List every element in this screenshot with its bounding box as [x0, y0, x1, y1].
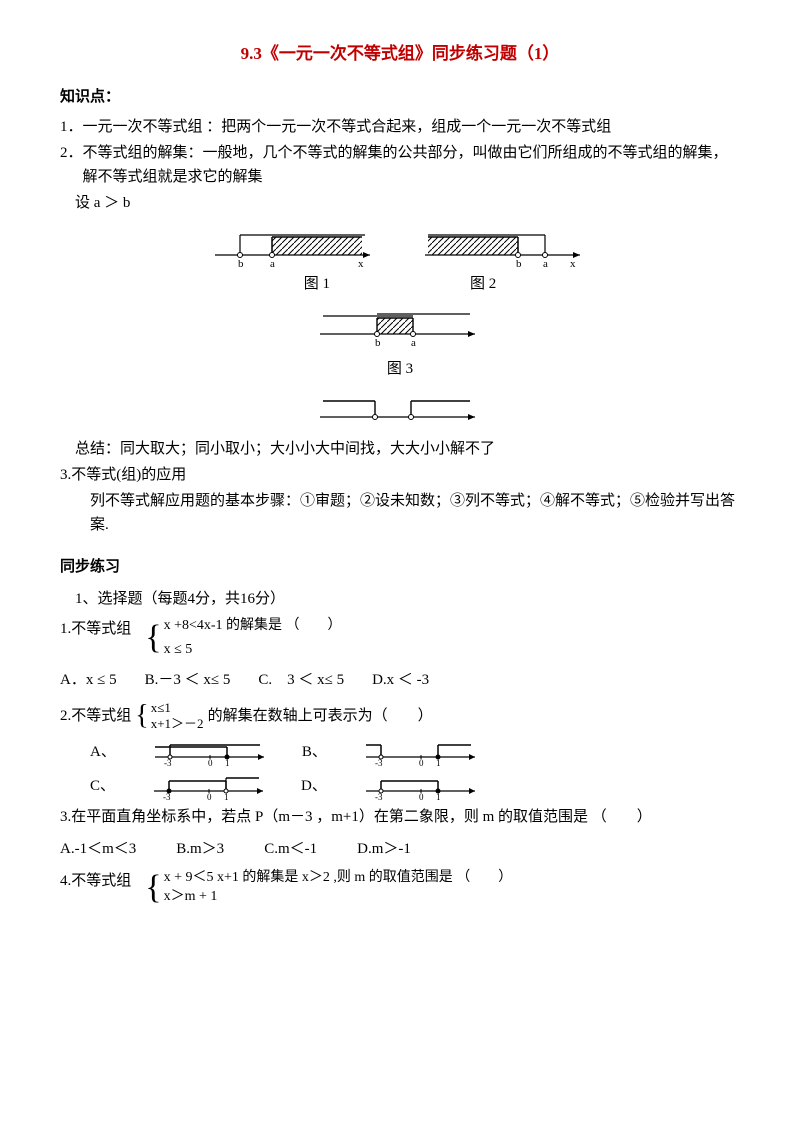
q2-optB-svg: -3 0 1	[363, 737, 483, 767]
q1-line1: x +8<4x-1 的解集是 （ ）	[164, 617, 342, 635]
q2: 2.不等式组 { x≤1 x+1＞－2 的解集在数轴上可表示为（ ）	[60, 700, 740, 734]
q2-brace: { x≤1 x+1＞－2	[135, 700, 203, 734]
svg-text:0: 0	[208, 758, 213, 767]
fig3-label: 图 3	[60, 357, 740, 381]
svg-text:a: a	[543, 258, 548, 270]
q3-optC: C.m＜-1	[264, 837, 317, 861]
q2-tail: 的解集在数轴上可表示为（ ）	[208, 704, 433, 728]
q3-optB: B.m＞3	[176, 837, 224, 861]
q1-brace: { x +8<4x-1 的解集是 （ ） x ≤ 5	[145, 617, 341, 659]
q1-optC: C. 3 ＜ x≤ 5	[258, 668, 344, 692]
knowledge-heading: 知识点：	[60, 85, 740, 109]
svg-text:b: b	[238, 258, 244, 270]
svg-text:1: 1	[225, 758, 230, 767]
svg-text:b: b	[375, 337, 381, 349]
svg-text:a: a	[270, 258, 275, 270]
brace-icon: {	[145, 623, 161, 653]
q2-row2: C、 -3 0 1 D、 -3 0 1	[90, 771, 740, 801]
q3-stem: 3.在平面直角坐标系中，若点 P（m－3 ，m+1）在第二象限，则 m 的取值范…	[60, 805, 740, 829]
q2-B-label: B、	[302, 740, 327, 764]
knowledge-p2: 2．不等式组的解集：一般地，几个不等式的解集的公共部分，叫做由它们所组成的不等式…	[60, 141, 740, 189]
svg-text:1: 1	[436, 758, 441, 767]
knowledge-summary: 总结：同大取大；同小取小；大小小大中间找，大大小小解不了	[60, 437, 740, 461]
q2-D-label: D、	[301, 774, 327, 798]
knowledge-p3: 3.不等式(组)的应用	[60, 463, 740, 487]
q4: 4.不等式组 { x + 9＜5 x+1 的解集是 x＞2 ,则 m 的取值范围…	[60, 869, 740, 905]
brace-icon: {	[145, 873, 161, 903]
q4-line1: x + 9＜5 x+1 的解集是 x＞2 ,则 m 的取值范围是 （ ）	[164, 869, 513, 887]
fig1-svg: b a x	[210, 225, 380, 270]
fig1-label: 图 1	[304, 272, 330, 296]
q4-brace: { x + 9＜5 x+1 的解集是 x＞2 ,则 m 的取值范围是 （ ） x…	[145, 869, 512, 905]
q2-line1: x≤1	[151, 700, 204, 717]
q2-row1: A、 -3 0 1 B、 -3 0 1	[90, 737, 740, 767]
q1-line2: x ≤ 5	[164, 641, 342, 659]
knowledge-p1: 1．一元一次不等式组 ：把两个一元一次不等式合起来，组成一个一元一次不等式组	[60, 115, 740, 139]
fig-row-1: b a x b a x	[60, 225, 740, 270]
svg-text:-3: -3	[163, 792, 171, 801]
svg-text:-3: -3	[375, 758, 383, 767]
practice-heading: 同步练习	[60, 555, 740, 579]
fig3-row: b a	[60, 304, 740, 349]
q1-optD: D.x ＜ -3	[372, 668, 429, 692]
brace-icon: {	[135, 701, 148, 731]
svg-text:1: 1	[436, 792, 441, 801]
fig2-label: 图 2	[470, 272, 496, 296]
q3-options: A.-1＜m＜3 B.m＞3 C.m＜-1 D.m＞-1	[60, 837, 740, 861]
q4-line2: x＞m + 1	[164, 888, 513, 906]
q1-optB: B.－3 ＜ x≤ 5	[145, 668, 231, 692]
svg-text:x: x	[570, 258, 576, 270]
q2-optC-svg: -3 0 1	[151, 771, 271, 801]
q2-A-label: A、	[90, 740, 116, 764]
fig2-svg: b a x	[420, 225, 590, 270]
svg-text:1: 1	[224, 792, 229, 801]
knowledge-set: 设 a ＞ b	[60, 191, 740, 215]
knowledge-p3a: 列不等式解应用题的基本步骤：①审题；②设未知数；③列不等式；④解不等式；⑤检验并…	[60, 489, 740, 537]
svg-text:0: 0	[419, 758, 424, 767]
practice-section1: 1、选择题（每题4分，共16分）	[60, 587, 740, 611]
q2-stem: 2.不等式组	[60, 704, 131, 728]
fig4-row	[60, 389, 740, 429]
q3-optA: A.-1＜m＜3	[60, 837, 136, 861]
q3-optD: D.m＞-1	[357, 837, 411, 861]
q2-C-label: C、	[90, 774, 115, 798]
q1-stem: 1.不等式组	[60, 617, 131, 641]
fig3-svg: b a	[315, 304, 485, 349]
svg-text:-3: -3	[375, 792, 383, 801]
svg-text:0: 0	[419, 792, 424, 801]
fig4-svg	[315, 389, 485, 429]
svg-text:x: x	[358, 258, 364, 270]
q2-optD-svg: -3 0 1	[363, 771, 483, 801]
svg-text:a: a	[411, 337, 416, 349]
q1-optA: A．x ≤ 5	[60, 668, 117, 692]
svg-text:b: b	[516, 258, 522, 270]
q2-line2: x+1＞－2	[151, 716, 204, 733]
svg-text:0: 0	[207, 792, 212, 801]
q1-options: A．x ≤ 5 B.－3 ＜ x≤ 5 C. 3 ＜ x≤ 5 D.x ＜ -3	[60, 668, 740, 692]
svg-text:-3: -3	[164, 758, 172, 767]
q2-optA-svg: -3 0 1	[152, 737, 272, 767]
q1: 1.不等式组 { x +8<4x-1 的解集是 （ ） x ≤ 5	[60, 617, 740, 659]
q4-stem: 4.不等式组	[60, 869, 131, 893]
page-title: 9.3《一元一次不等式组》同步练习题（1）	[60, 40, 740, 67]
